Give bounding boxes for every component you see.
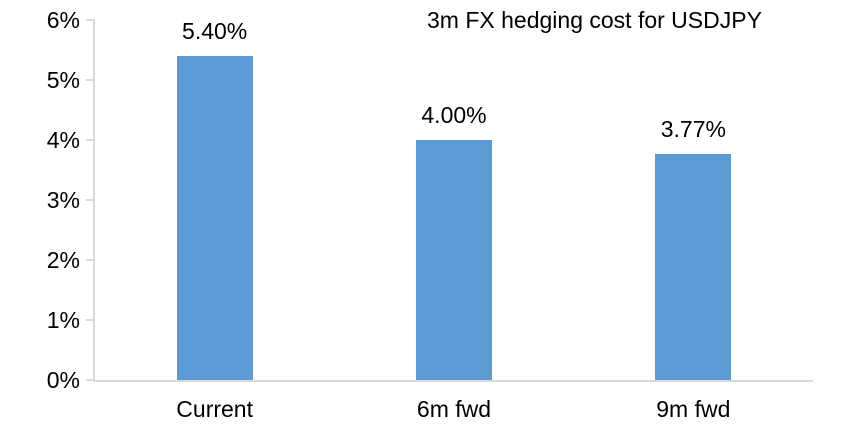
chart-title: 3m FX hedging cost for USDJPY [427,7,762,33]
y-axis-tick-label: 2% [46,247,80,273]
data-label-9m-fwd: 3.77% [660,115,726,142]
y-axis-tick [86,79,95,81]
y-axis-tick-label: 1% [46,307,80,333]
y-axis-tick-label: 0% [46,367,80,393]
x-axis-label-current: Current [176,396,253,422]
y-axis-tick [86,19,95,21]
x-axis-label-6m-fwd: 6m fwd [416,396,492,422]
bar-6m-fwd [416,140,492,380]
y-axis-tick [86,319,95,321]
x-axis-label-9m-fwd: 9m fwd [656,396,731,422]
y-axis-tick [86,199,95,201]
y-axis-tick [86,139,95,141]
data-label-6m-fwd: 4.00% [421,102,487,128]
data-label-current: 5.40% [182,18,248,44]
y-axis-tick [86,379,95,381]
y-axis-tick-label: 6% [46,7,80,33]
y-axis-tick-label: 4% [46,127,80,153]
plot-area: 0% 1% 2% 3% 4% 5% 6% 5.40% Current 4.00% 6m fwd 3.7… [47,7,813,422]
bar-9m-fwd [655,153,732,380]
y-axis-tick-label: 3% [46,187,80,213]
bar-current [176,56,253,380]
y-axis-tick-label: 5% [46,67,80,93]
y-axis-tick [86,259,95,261]
